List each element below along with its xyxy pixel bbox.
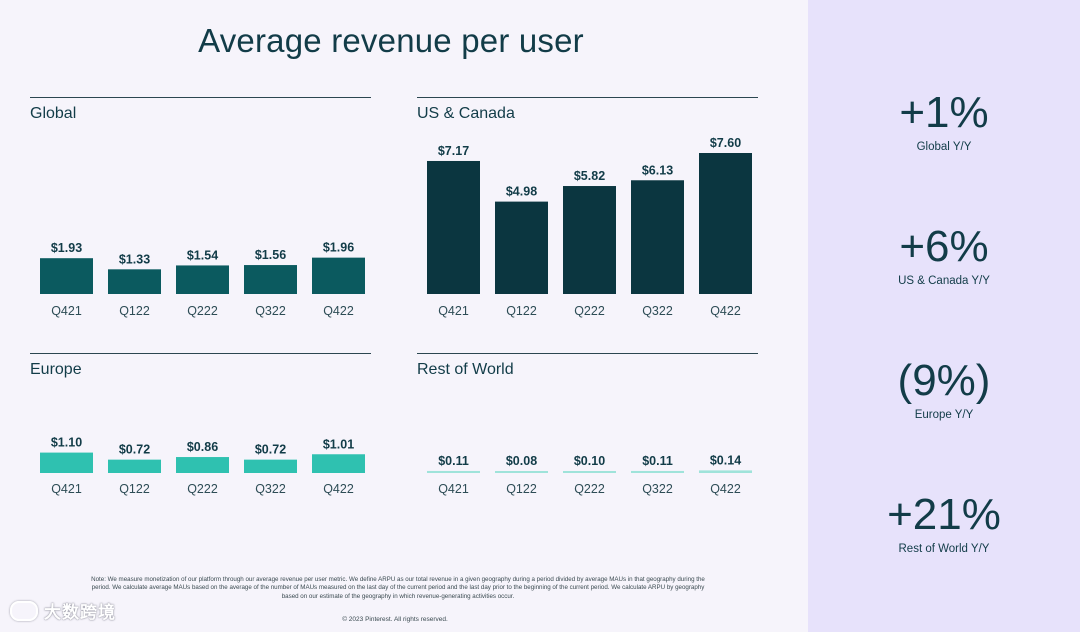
data-label: $0.72 <box>119 443 150 457</box>
tick-label: Q421 <box>51 482 82 496</box>
tick-label: Q422 <box>710 482 741 496</box>
bar-q222 <box>563 471 616 473</box>
data-label: $7.17 <box>438 144 469 158</box>
data-label: $7.60 <box>710 136 741 150</box>
tick-label: Q322 <box>255 482 286 496</box>
tick-label: Q421 <box>438 482 469 496</box>
data-label: $0.14 <box>710 453 741 467</box>
stat-label: Rest of World Y/Y <box>898 543 990 555</box>
chart-panel-us-canada: US & Canada $7.17 Q421 $4.98 Q122 $5.82 Q222 $… <box>417 97 758 327</box>
stat-us-canada: +6% US & Canada Y/Y <box>808 222 1080 288</box>
chart-us-canada: $7.17 Q421 $4.98 Q122 $5.82 Q222 $6.13 Q322 $7.6… <box>427 136 752 318</box>
stat-label: US & Canada Y/Y <box>898 275 990 287</box>
bar-q122 <box>108 459 161 473</box>
data-label: $0.11 <box>642 454 673 468</box>
side-panel <box>808 0 1080 632</box>
data-label: $0.11 <box>438 454 469 468</box>
tick-label: Q122 <box>119 304 150 318</box>
chart-panel-europe: Europe $1.10 Q421 $0.72 Q122 $0.86 Q222 $0.72 Q… <box>30 353 371 503</box>
bar-q322 <box>631 180 684 294</box>
bar-q322 <box>244 459 297 473</box>
tick-label: Q222 <box>187 304 218 318</box>
bar-q322 <box>244 265 297 294</box>
tick-label: Q222 <box>574 304 605 318</box>
tick-label: Q422 <box>323 482 354 496</box>
stat-global: +1% Global Y/Y <box>808 88 1080 154</box>
stat-value: +6% <box>899 222 989 271</box>
bar-q422 <box>312 454 365 473</box>
chart-europe: $1.10 Q421 $0.72 Q122 $0.86 Q222 $0.72 Q322 $1.0… <box>40 436 365 496</box>
footnote: Note: We measure monetization of our pla… <box>91 576 705 600</box>
data-label: $1.96 <box>323 241 354 255</box>
tick-label: Q421 <box>438 304 469 318</box>
copyright: © 2023 Pinterest. All rights reserved. <box>342 616 448 623</box>
panel-rule <box>417 353 758 354</box>
data-label: $0.72 <box>255 443 286 457</box>
stat-value: +1% <box>899 88 989 137</box>
bar-q422 <box>699 470 752 473</box>
bar-q122 <box>108 269 161 294</box>
stat-value: +21% <box>887 490 1001 539</box>
tick-label: Q322 <box>642 304 673 318</box>
tick-label: Q122 <box>119 482 150 496</box>
bar-q421 <box>427 160 480 294</box>
data-label: $0.86 <box>187 440 218 454</box>
bar-q222 <box>176 457 229 473</box>
watermark-logo-icon <box>10 600 38 621</box>
main-area <box>0 0 808 632</box>
tick-label: Q222 <box>187 482 218 496</box>
data-label: $1.01 <box>323 437 354 451</box>
bar-q422 <box>699 153 752 294</box>
data-label: $0.10 <box>574 454 605 468</box>
stat-value: (9%) <box>897 356 991 405</box>
tick-label: Q422 <box>323 304 354 318</box>
chart-global: $1.93 Q421 $1.33 Q122 $1.54 Q222 $1.56 Q322 $1.9… <box>40 241 365 318</box>
tick-label: Q421 <box>51 304 82 318</box>
panel-title: Rest of World <box>417 361 514 378</box>
chart-rest-of-world: $0.11 Q421 $0.08 Q122 $0.10 Q222 $0.11 Q322 $0.1… <box>427 453 752 496</box>
bar-q322 <box>631 470 684 473</box>
bar-q122 <box>495 201 548 294</box>
watermark: 大数跨境 <box>10 598 116 623</box>
page-title: Average revenue per user <box>198 22 584 59</box>
watermark-text: 大数跨境 <box>44 603 116 622</box>
data-label: $0.08 <box>506 454 537 468</box>
stat-label: Global Y/Y <box>916 141 972 153</box>
bar-q421 <box>427 470 480 473</box>
data-label: $5.82 <box>574 169 605 183</box>
panel-title: Europe <box>30 361 82 378</box>
tick-label: Q322 <box>642 482 673 496</box>
panel-rule <box>30 97 371 98</box>
stat-europe: (9%) Europe Y/Y <box>808 356 1080 422</box>
data-label: $1.93 <box>51 241 82 255</box>
data-label: $1.10 <box>51 436 82 450</box>
bar-q422 <box>312 257 365 294</box>
bar-q421 <box>40 452 93 473</box>
tick-label: Q322 <box>255 304 286 318</box>
tick-label: Q222 <box>574 482 605 496</box>
data-label: $1.56 <box>255 248 286 262</box>
data-label: $1.33 <box>119 252 150 266</box>
tick-label: Q122 <box>506 304 537 318</box>
data-label: $1.54 <box>187 248 218 262</box>
panel-rule <box>30 353 371 354</box>
data-label: $4.98 <box>506 185 537 199</box>
data-label: $6.13 <box>642 163 673 177</box>
chart-panel-global: Global $1.93 Q421 $1.33 Q122 $1.54 Q222 $1.56 Q… <box>30 97 371 327</box>
panel-rule <box>417 97 758 98</box>
stat-label: Europe Y/Y <box>914 409 974 421</box>
bar-q222 <box>176 265 229 294</box>
panel-title: Global <box>30 105 77 122</box>
tick-label: Q422 <box>710 304 741 318</box>
tick-label: Q122 <box>506 482 537 496</box>
panel-title: US & Canada <box>417 105 515 122</box>
bar-q222 <box>563 186 616 294</box>
bar-q421 <box>40 258 93 294</box>
bar-q122 <box>495 471 548 473</box>
chart-panel-rest-of-world: Rest of World $0.11 Q421 $0.08 Q122 $0.10 Q22… <box>417 353 758 503</box>
stat-rest-of-world: +21% Rest of World Y/Y <box>808 490 1080 556</box>
